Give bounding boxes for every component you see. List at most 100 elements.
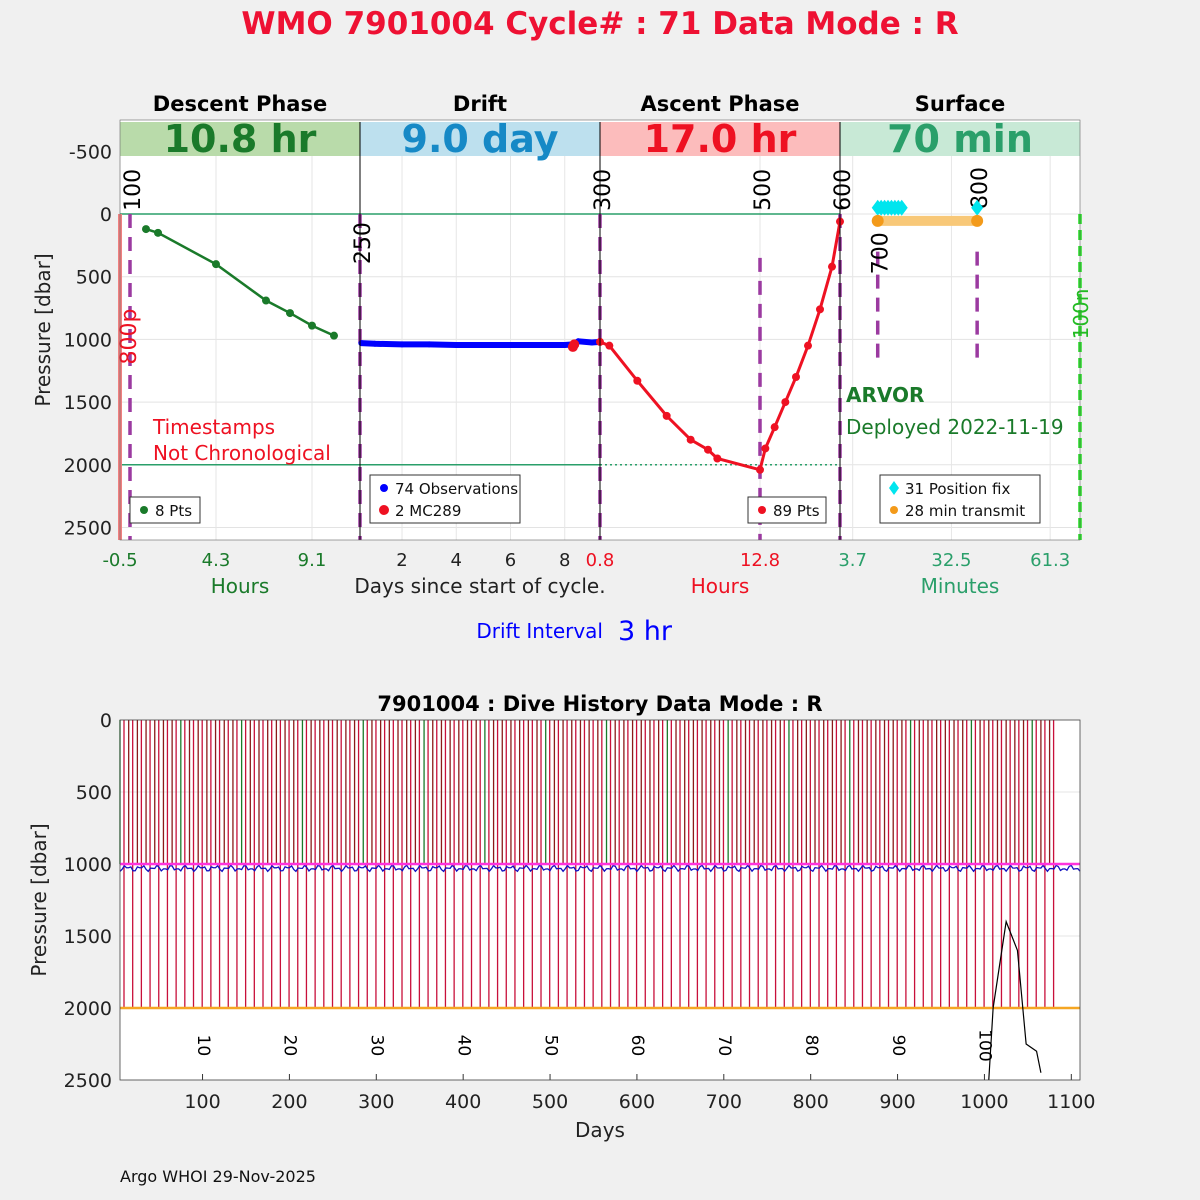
xlabel-descent: Hours [211, 574, 270, 598]
series-point-ascent [686, 435, 695, 444]
xtick-label-surface: 61.3 [1030, 550, 1070, 571]
series-point-drift [371, 340, 378, 347]
series-point-surface [971, 199, 984, 216]
xtick-label-descent: -0.5 [102, 550, 137, 571]
legend-marker [140, 506, 148, 514]
series-line-ascent [599, 221, 842, 472]
marker-label-250: 250 [351, 222, 376, 264]
legend-label: 8 Pts [155, 502, 192, 520]
series-point-ascent [828, 262, 836, 271]
marker-label-100n: 100n [1069, 289, 1093, 340]
history-plot-frame [119, 719, 1081, 1081]
series-point-drift [453, 342, 460, 349]
series-point-ascent [662, 411, 671, 420]
marker-label-500: 500 [751, 169, 776, 211]
xtick-label-drift: 2 [396, 550, 407, 571]
legend-label: 74 Observations [395, 480, 518, 498]
cycle-number-label: 80 [801, 1035, 821, 1057]
history-xtick-label: 700 [706, 1091, 742, 1113]
history-xtick-label: 1100 [1047, 1091, 1095, 1113]
cycle-ytick-label: 0 [100, 204, 112, 226]
series-point-drift [480, 342, 487, 349]
xlabel-ascent: Hours [691, 574, 750, 598]
cycle-ytick-label: 1500 [64, 392, 112, 414]
history-ytick-label: 1500 [64, 926, 112, 948]
series-point-drift [507, 342, 514, 349]
history-xtick-label: 500 [532, 1091, 568, 1113]
xtick-label-descent: 4.3 [202, 550, 231, 571]
timestamp-warning: Not Chronological [153, 441, 331, 465]
history-xtick-label: 100 [184, 1091, 220, 1113]
series-point-descent [286, 309, 294, 318]
cycle-number-label: 90 [888, 1035, 908, 1057]
marker-label-800: 800 [968, 167, 993, 209]
history-ytick-label: 2000 [64, 998, 112, 1020]
cycle-number-label: 50 [540, 1035, 560, 1057]
series-point-drift [588, 339, 595, 346]
legend-marker [889, 481, 899, 495]
series-point-descent [154, 228, 162, 237]
panel-header-ascent: Ascent Phase [641, 92, 800, 116]
xlabel-drift: Days since start of cycle. [354, 574, 605, 598]
xtick-label-surface: 3.7 [838, 550, 867, 571]
dive-history-chart: 7901004 : Dive History Data Mode : R 0 500… [27, 692, 1095, 1142]
xtick-label-drift: 8 [559, 550, 570, 571]
drift-interval-value: 3 hr [618, 616, 673, 647]
legend-marker [758, 506, 766, 514]
history-title: 7901004 : Dive History Data Mode : R [377, 692, 822, 716]
cycle-number-label: 10 [193, 1035, 213, 1057]
series-point-ascent [756, 465, 764, 474]
history-ytick-label: 2500 [64, 1070, 112, 1092]
legend-marker [380, 484, 388, 492]
cycle-ytick-label: 1000 [64, 329, 112, 351]
cycle-number-label: 40 [453, 1035, 473, 1057]
duration-band-drift [360, 122, 600, 156]
xtick-label-drift: 6 [505, 550, 516, 571]
series-point-ascent [713, 454, 722, 463]
marker-label-300: 300 [591, 169, 616, 211]
series-point-ascent [792, 373, 800, 382]
legend-label: 89 Pts [773, 502, 820, 520]
legend-label: 31 Position fix [905, 480, 1010, 498]
history-ytick-label: 0 [100, 710, 112, 732]
series-point-ascent [804, 341, 812, 350]
series-point-drift [561, 342, 568, 349]
legend-marker [379, 505, 389, 515]
legend-surface [879, 474, 1041, 524]
panel-header-descent: Descent Phase [153, 92, 327, 116]
duration-ascent: 17.0 hr [644, 117, 797, 161]
panel-header-surface: Surface [915, 92, 1005, 116]
cycle-ytick-label: 2500 [64, 517, 112, 539]
series-point-ascent [633, 376, 642, 385]
xtick-label-ascent: 12.8 [740, 550, 780, 571]
history-xtick-label: 400 [445, 1091, 481, 1113]
series-point-surface [895, 199, 908, 216]
xtick-label-drift: 4 [451, 550, 462, 571]
float-model: ARVOR [846, 383, 924, 407]
series-point-drift [534, 342, 541, 349]
series-point-descent [308, 321, 316, 330]
series-point-ascent [761, 444, 770, 453]
duration-surface: 70 min [887, 117, 1033, 161]
marker-label-100: 100 [121, 169, 146, 211]
series-point-ascent [605, 341, 614, 350]
figure-title: WMO 7901004 Cycle# : 71 Data Mode : R [241, 6, 958, 42]
series-point-drift [426, 341, 433, 348]
duration-drift: 9.0 day [402, 117, 559, 161]
cycle-plot-frame [119, 119, 1081, 541]
cycle-ylabel: Pressure [dbar] [31, 253, 55, 406]
history-xtick-label: 300 [358, 1091, 394, 1113]
cycle-number-label: 60 [627, 1035, 647, 1057]
marker-label-600: 600 [831, 169, 856, 211]
series-point-descent [212, 260, 220, 269]
drift-interval-label: Drift Interval [476, 619, 603, 643]
cycle-ytick-label: 2000 [64, 455, 112, 477]
history-xtick-label: 1000 [960, 1091, 1008, 1113]
history-xtick-label: 200 [271, 1091, 307, 1113]
duration-descent: 10.8 hr [164, 117, 317, 161]
series-point-descent [262, 296, 270, 305]
duration-band-descent [120, 122, 360, 156]
